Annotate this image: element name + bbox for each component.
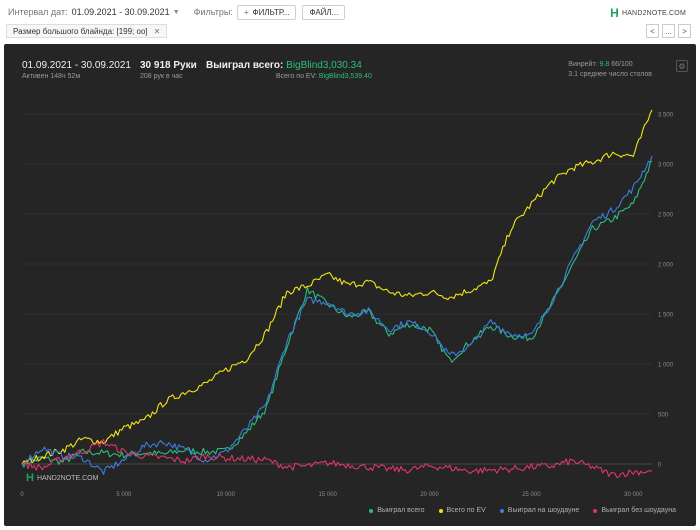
y-tick-label: 1 000 xyxy=(658,363,674,369)
x-tick-label: 0 xyxy=(20,492,24,498)
ev-label: Всего по EV: xyxy=(276,73,319,80)
next-button[interactable]: > xyxy=(678,24,691,38)
y-tick-label: 3 000 xyxy=(658,163,674,169)
x-tick-label: 10 000 xyxy=(217,492,236,498)
legend-dot xyxy=(369,508,374,513)
hands-value: 30 918 Руки xyxy=(140,60,197,71)
file-button-label: ФАЙЛ... xyxy=(309,7,339,17)
x-tick-label: 15 000 xyxy=(318,492,337,498)
ev-value: BigBlind3,539.40 xyxy=(318,73,372,80)
x-tick-label: 20 000 xyxy=(420,492,439,498)
y-tick-label: 2 000 xyxy=(658,263,674,269)
prev-button[interactable]: < xyxy=(646,24,659,38)
toolbar: Интервал дат: 01.09.2021 - 30.09.2021 ▼ … xyxy=(0,0,700,24)
legend-dot xyxy=(438,508,443,513)
period-value: 01.09.2021 - 30.09.2021 xyxy=(22,60,131,71)
filter-button-label: ФИЛЬТР... xyxy=(252,7,290,17)
hands-stat: 30 918 Руки 208 рук в час xyxy=(140,60,197,80)
winrate-stat: Винрейт: 9.8 66/100 3.1 среднее число ст… xyxy=(568,61,652,78)
legend-label: Выиграл всего xyxy=(377,507,425,514)
x-tick-label: 30 000 xyxy=(624,492,643,498)
won-value: BigBlind3,030.34 xyxy=(286,60,362,71)
file-button[interactable]: ФАЙЛ... xyxy=(302,4,346,20)
close-icon[interactable]: ✕ xyxy=(153,26,161,36)
gear-icon[interactable]: ⚙ xyxy=(676,60,688,72)
winrate-value: 9.8 xyxy=(599,61,610,68)
filter-button[interactable]: + ФИЛЬТР... xyxy=(236,4,297,20)
watermark-mark: H xyxy=(26,472,34,484)
x-tick-label: 25 000 xyxy=(522,492,541,498)
legend-dot xyxy=(499,508,504,513)
legend-label: Всего по EV xyxy=(446,507,486,514)
date-range-select[interactable]: 01.09.2021 - 30.09.2021 xyxy=(71,7,170,17)
filters-label: Фильтры: xyxy=(193,7,233,17)
legend-label: Выиграл без шоудауна xyxy=(601,507,676,514)
vpip-value: 66/100 xyxy=(609,61,633,68)
legend: Выиграл всего Всего по EV Выиграл на шоуда… xyxy=(355,507,676,514)
y-tick-label: 2 500 xyxy=(658,213,674,219)
hands-rate: 208 рук в час xyxy=(140,73,183,80)
won-stat: Выиграл всего: BigBlind3,030.34 Всего по… xyxy=(206,60,372,80)
filter-chip-label: Размер большого блайнда: [199; oo] xyxy=(13,26,148,36)
logo-mark: H xyxy=(610,6,619,20)
x-tick-label: 5 000 xyxy=(116,492,132,498)
chart: 0 500 1 000 1 500 2 000 2 500 3 000 3 500 0 5 000… xyxy=(20,109,674,498)
legend-item[interactable]: Выиграл всего xyxy=(369,507,425,514)
active-time: Активен 148ч 52м xyxy=(22,73,81,80)
series-line xyxy=(21,155,653,475)
legend-label: Выиграл на шоудауне xyxy=(507,507,580,514)
winrate-label: Винрейт: xyxy=(568,61,600,68)
legend-item[interactable]: Всего по EV xyxy=(438,507,486,514)
period-stat: 01.09.2021 - 30.09.2021 Активен 148ч 52м xyxy=(22,60,131,80)
won-label: Выиграл всего: xyxy=(206,60,287,71)
series-line xyxy=(22,438,652,479)
legend-dot xyxy=(593,508,598,513)
series-line xyxy=(21,109,653,465)
y-tick-label: 500 xyxy=(658,413,669,419)
legend-item[interactable]: Выиграл без шоудауна xyxy=(593,507,676,514)
app-logo: H HAND2NOTE.COM xyxy=(610,6,686,20)
logo-text: HAND2NOTE.COM xyxy=(621,9,686,17)
more-button[interactable]: ... xyxy=(662,24,675,38)
watermark: H HAND2NOTE.COM xyxy=(26,472,98,484)
chevron-down-icon[interactable]: ▼ xyxy=(172,8,180,16)
y-tick-label: 1 500 xyxy=(658,313,674,319)
y-tick-label: 0 xyxy=(658,463,662,469)
date-label: Интервал дат: xyxy=(8,7,68,17)
filter-chip[interactable]: Размер большого блайнда: [199; oo] ✕ xyxy=(6,24,168,38)
legend-item[interactable]: Выиграл на шоудауне xyxy=(499,507,580,514)
filter-row: Размер большого блайнда: [199; oo] ✕ < .… xyxy=(4,24,696,40)
watermark-text: HAND2NOTE.COM xyxy=(36,474,99,482)
plus-icon: + xyxy=(243,7,249,17)
y-tick-label: 3 500 xyxy=(658,113,674,119)
tables-value: 3.1 среднее число столов xyxy=(568,71,652,78)
graph-panel: 0 500 1 000 1 500 2 000 2 500 3 000 3 500 0 5 000… xyxy=(4,44,696,526)
